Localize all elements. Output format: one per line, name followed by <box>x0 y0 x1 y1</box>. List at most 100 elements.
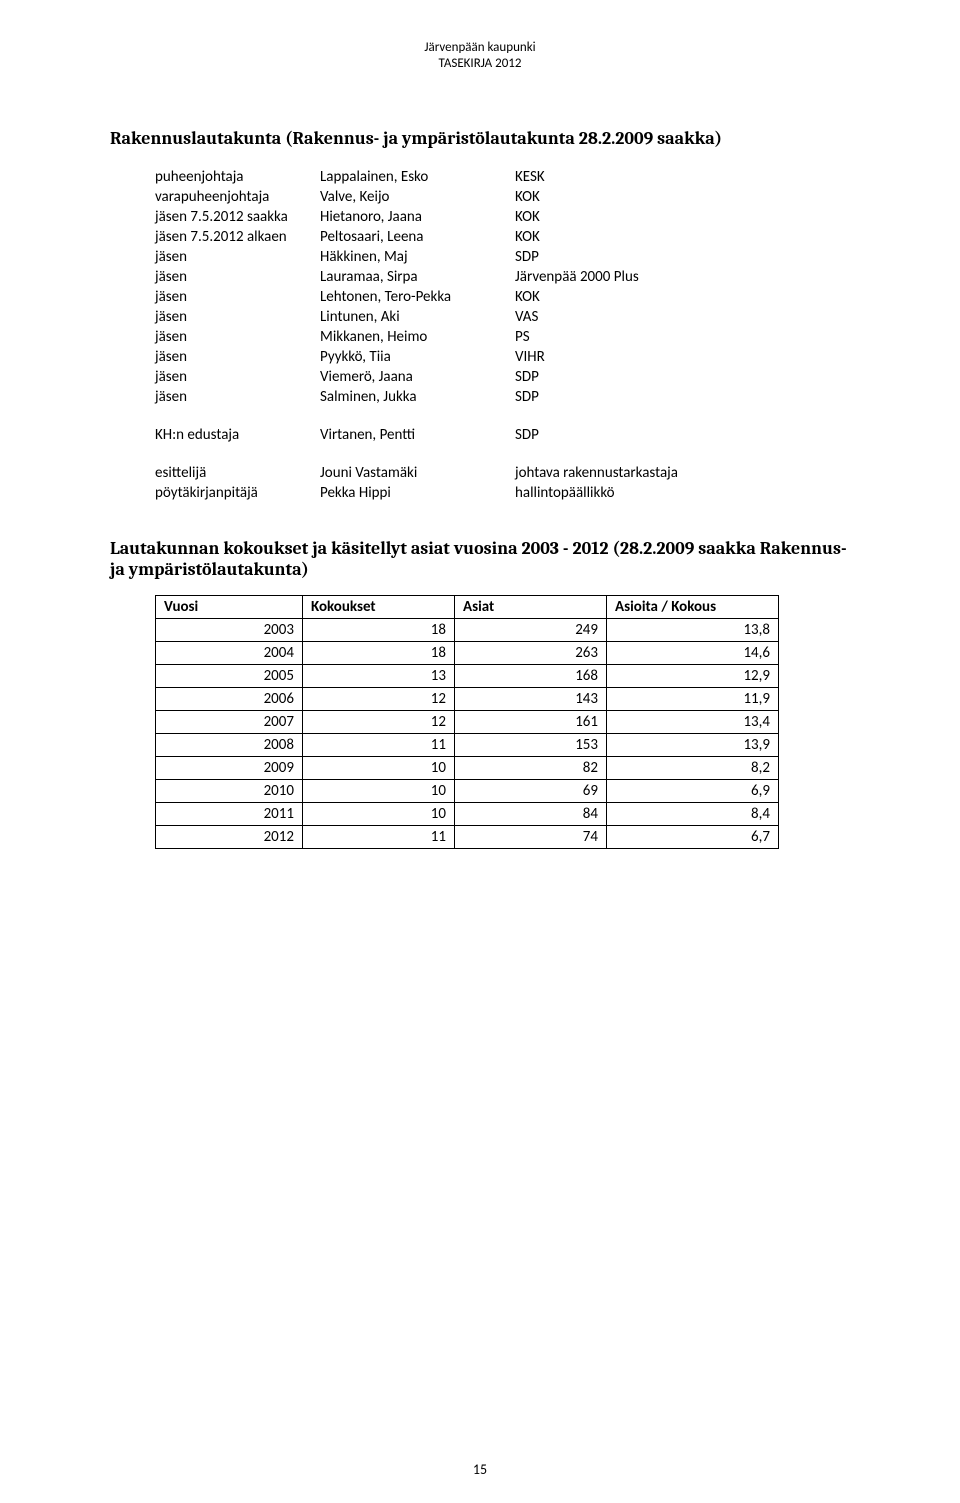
member-party: VAS <box>515 307 715 327</box>
cell-year: 2012 <box>156 825 303 848</box>
member-row: puheenjohtajaLappalainen, EskoKESK <box>155 167 715 187</box>
cell-year: 2003 <box>156 618 303 641</box>
member-role: jäsen <box>155 327 320 347</box>
cell-meet: 18 <box>303 641 455 664</box>
member-row: jäsen 7.5.2012 saakkaHietanoro, JaanaKOK <box>155 207 715 227</box>
member-role: jäsen <box>155 367 320 387</box>
cell-meet: 13 <box>303 664 455 687</box>
cell-year: 2008 <box>156 733 303 756</box>
table-row: 201010696,9 <box>156 779 779 802</box>
member-party: KOK <box>515 187 715 207</box>
cell-meet: 18 <box>303 618 455 641</box>
table-row: 20031824913,8 <box>156 618 779 641</box>
cell-meet: 11 <box>303 733 455 756</box>
section-title: Rakennuslautakunta (Rakennus- ja ympäris… <box>110 128 850 149</box>
cell-per: 8,4 <box>607 802 779 825</box>
member-role: jäsen <box>155 307 320 327</box>
cell-per: 6,9 <box>607 779 779 802</box>
member-role: jäsen <box>155 267 320 287</box>
cell-items: 168 <box>455 664 607 687</box>
member-row: jäsenLintunen, AkiVAS <box>155 307 715 327</box>
table-row: 20041826314,6 <box>156 641 779 664</box>
member-party: VIHR <box>515 347 715 367</box>
col-per-header: Asioita / Kokous <box>607 595 779 618</box>
cell-meet: 11 <box>303 825 455 848</box>
rep-party: SDP <box>515 425 715 445</box>
cell-year: 2005 <box>156 664 303 687</box>
member-name: Hietanoro, Jaana <box>320 207 515 227</box>
officials-table: esittelijäJouni Vastamäkijohtava rakennu… <box>155 463 715 503</box>
official-title: johtava rakennustarkastaja <box>515 463 715 483</box>
member-name: Peltosaari, Leena <box>320 227 515 247</box>
cell-year: 2011 <box>156 802 303 825</box>
cell-year: 2007 <box>156 710 303 733</box>
member-row: varapuheenjohtajaValve, KeijoKOK <box>155 187 715 207</box>
cell-per: 12,9 <box>607 664 779 687</box>
member-role: jäsen <box>155 387 320 407</box>
kh-rep-row: KH:n edustaja Virtanen, Pentti SDP <box>155 425 715 445</box>
cell-meet: 12 <box>303 710 455 733</box>
member-name: Pyykkö, Tiia <box>320 347 515 367</box>
meetings-table: Vuosi Kokoukset Asiat Asioita / Kokous 2… <box>155 595 779 849</box>
col-meet-header: Kokoukset <box>303 595 455 618</box>
member-party: KOK <box>515 287 715 307</box>
members-table: puheenjohtajaLappalainen, EskoKESKvarapu… <box>155 167 715 407</box>
cell-year: 2006 <box>156 687 303 710</box>
doc-header: Järvenpään kaupunki TASEKIRJA 2012 <box>110 40 850 73</box>
member-row: jäsenLauramaa, SirpaJärvenpää 2000 Plus <box>155 267 715 287</box>
member-party: KOK <box>515 227 715 247</box>
table-row: 200910828,2 <box>156 756 779 779</box>
member-party: KOK <box>515 207 715 227</box>
cell-per: 6,7 <box>607 825 779 848</box>
table-row: 20061214311,9 <box>156 687 779 710</box>
member-row: jäsenLehtonen, Tero-PekkaKOK <box>155 287 715 307</box>
cell-items: 161 <box>455 710 607 733</box>
official-name: Jouni Vastamäki <box>320 463 515 483</box>
member-row: jäsenViemerö, JaanaSDP <box>155 367 715 387</box>
member-role: jäsen 7.5.2012 alkaen <box>155 227 320 247</box>
member-name: Viemerö, Jaana <box>320 367 515 387</box>
cell-items: 249 <box>455 618 607 641</box>
cell-per: 13,9 <box>607 733 779 756</box>
official-role: esittelijä <box>155 463 320 483</box>
col-items-header: Asiat <box>455 595 607 618</box>
member-role: jäsen 7.5.2012 saakka <box>155 207 320 227</box>
official-title: hallintopäällikkö <box>515 483 715 503</box>
member-row: jäsenMikkanen, HeimoPS <box>155 327 715 347</box>
cell-items: 74 <box>455 825 607 848</box>
member-party: SDP <box>515 247 715 267</box>
member-role: jäsen <box>155 347 320 367</box>
member-party: SDP <box>515 387 715 407</box>
member-row: jäsenHäkkinen, MajSDP <box>155 247 715 267</box>
member-name: Häkkinen, Maj <box>320 247 515 267</box>
member-name: Lintunen, Aki <box>320 307 515 327</box>
cell-per: 13,4 <box>607 710 779 733</box>
table-row: 20071216113,4 <box>156 710 779 733</box>
cell-meet: 10 <box>303 756 455 779</box>
kh-rep-table: KH:n edustaja Virtanen, Pentti SDP <box>155 425 715 445</box>
cell-items: 82 <box>455 756 607 779</box>
table-row: 20081115313,9 <box>156 733 779 756</box>
rep-role: KH:n edustaja <box>155 425 320 445</box>
cell-meet: 10 <box>303 779 455 802</box>
official-row: esittelijäJouni Vastamäkijohtava rakennu… <box>155 463 715 483</box>
official-name: Pekka Hippi <box>320 483 515 503</box>
col-year-header: Vuosi <box>156 595 303 618</box>
member-row: jäsen 7.5.2012 alkaenPeltosaari, LeenaKO… <box>155 227 715 247</box>
cell-per: 14,6 <box>607 641 779 664</box>
header-line1: Järvenpään kaupunki <box>110 40 850 56</box>
table-header-row: Vuosi Kokoukset Asiat Asioita / Kokous <box>156 595 779 618</box>
member-role: puheenjohtaja <box>155 167 320 187</box>
official-row: pöytäkirjanpitäjäPekka Hippihallintopääl… <box>155 483 715 503</box>
member-role: jäsen <box>155 287 320 307</box>
cell-meet: 12 <box>303 687 455 710</box>
member-role: jäsen <box>155 247 320 267</box>
member-name: Valve, Keijo <box>320 187 515 207</box>
member-role: varapuheenjohtaja <box>155 187 320 207</box>
cell-items: 69 <box>455 779 607 802</box>
cell-per: 11,9 <box>607 687 779 710</box>
cell-items: 153 <box>455 733 607 756</box>
member-party: KESK <box>515 167 715 187</box>
cell-per: 8,2 <box>607 756 779 779</box>
page-number: 15 <box>0 1461 960 1478</box>
